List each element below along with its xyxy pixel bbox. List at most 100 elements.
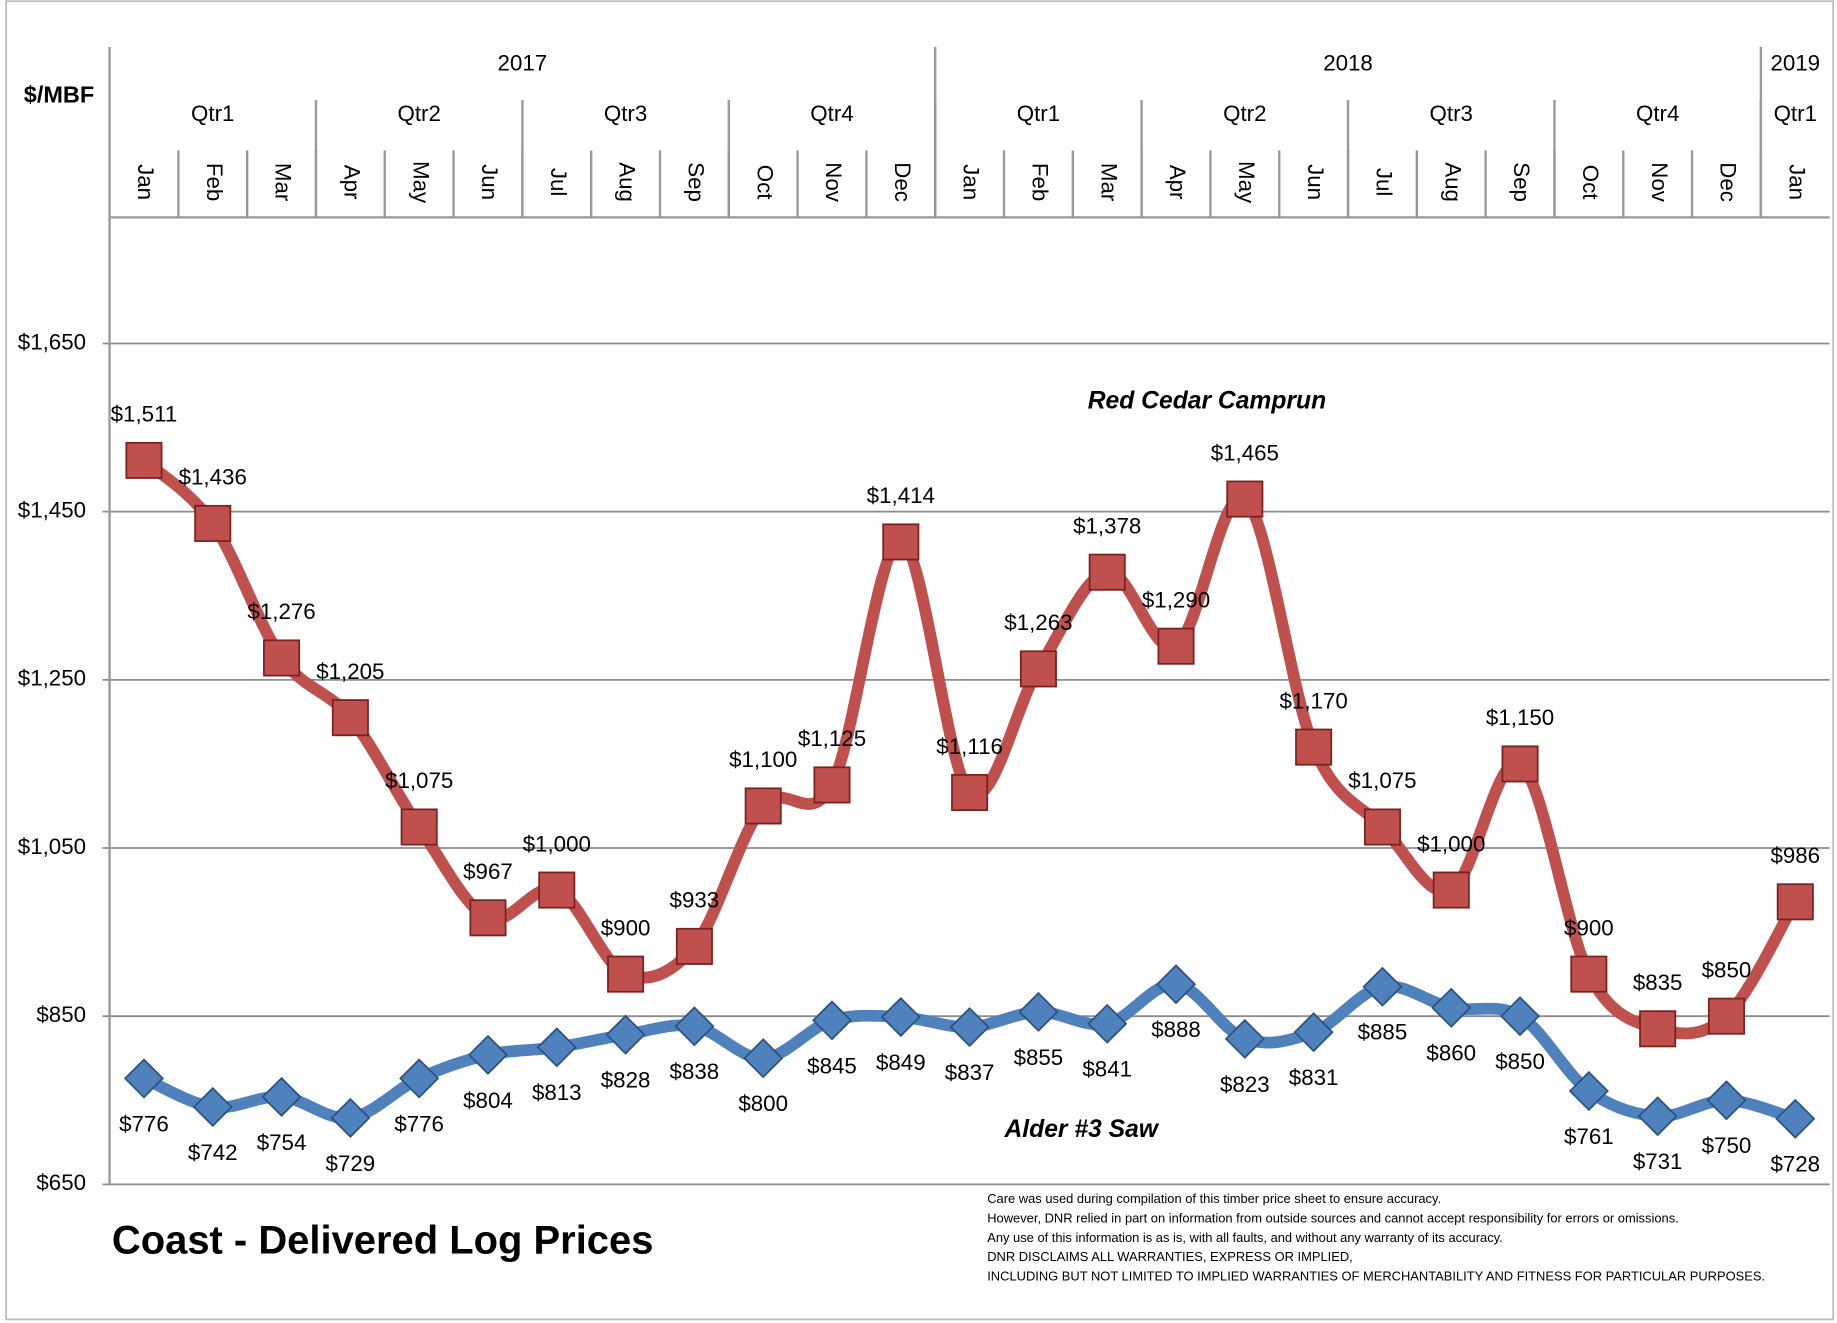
marker (469, 899, 507, 937)
marker (1155, 964, 1197, 1005)
data-label: $1,000 (523, 831, 591, 856)
x-tick-label: Jan (959, 164, 984, 200)
x-tick-label: Oct (752, 165, 777, 201)
data-label: $1,170 (1280, 688, 1348, 713)
data-label: $731 (1633, 1149, 1683, 1174)
data-label: $831 (1289, 1065, 1339, 1090)
marker (1570, 955, 1608, 993)
x-tick-label: Feb (1028, 163, 1053, 201)
marker (1018, 991, 1059, 1033)
marker (674, 1006, 715, 1047)
data-label: $900 (1564, 915, 1614, 940)
x-tick-label: Jun (477, 164, 502, 200)
marker (330, 1097, 371, 1138)
data-label: $1,414 (867, 483, 935, 508)
data-label: $1,436 (179, 465, 247, 490)
disclaimer-line: Care was used during compilation of this… (987, 1191, 1441, 1206)
marker (399, 1058, 440, 1099)
data-label: $900 (601, 915, 651, 940)
data-label: $986 (1770, 843, 1820, 868)
y-tick-label: $1,250 (18, 666, 86, 691)
x-tick-label: Aug (1440, 162, 1465, 202)
data-label: $841 (1082, 1057, 1132, 1082)
marker (744, 787, 782, 825)
marker (467, 1034, 509, 1075)
x-tick-label: Nov (821, 162, 846, 203)
data-label: $776 (119, 1111, 169, 1136)
quarter-label: Qtr1 (191, 101, 234, 126)
y-tick-label: $650 (36, 1170, 86, 1195)
frame (5, 0, 1835, 1321)
quarter-label: Qtr2 (1223, 101, 1266, 126)
data-label: $845 (807, 1053, 857, 1078)
x-tick-label: Jun (1303, 164, 1328, 200)
data-label: $850 (1495, 1049, 1545, 1074)
data-label: $1,263 (1004, 610, 1072, 635)
data-label: $1,116 (936, 734, 1003, 759)
data-label: $750 (1702, 1133, 1752, 1158)
data-label: $813 (532, 1080, 582, 1105)
data-label: $729 (326, 1151, 376, 1176)
marker (125, 441, 163, 479)
y-tick-label: $1,450 (18, 498, 86, 523)
data-label: $761 (1564, 1124, 1614, 1149)
marker (536, 1027, 577, 1068)
marker (882, 523, 920, 561)
x-tick-label: Apr (1165, 165, 1190, 200)
data-label: $823 (1220, 1072, 1270, 1097)
data-label: $1,150 (1486, 705, 1554, 730)
year-label: 2019 (1770, 51, 1820, 76)
marker (1088, 553, 1126, 591)
x-tick-label: Mar (1096, 163, 1121, 202)
marker (1362, 966, 1403, 1007)
data-label: $1,100 (729, 747, 797, 772)
marker (1431, 987, 1472, 1028)
series-name: Red Cedar Camprun (1088, 387, 1326, 414)
data-label: $1,075 (1348, 768, 1416, 793)
marker (949, 1007, 990, 1048)
data-label: $1,075 (385, 768, 453, 793)
marker (1157, 627, 1195, 665)
marker (123, 1058, 164, 1099)
marker (1501, 745, 1539, 783)
marker (880, 996, 921, 1038)
x-tick-label: Jul (1372, 168, 1397, 197)
marker (1295, 728, 1333, 766)
quarter-label: Qtr1 (1017, 101, 1060, 126)
quarter-label: Qtr4 (1636, 101, 1679, 126)
marker (1226, 480, 1264, 518)
marker (194, 504, 232, 542)
marker (331, 699, 369, 737)
quarter-label: Qtr4 (810, 101, 853, 126)
marker (263, 639, 301, 677)
data-label: $1,378 (1073, 513, 1141, 538)
series-name: Alder #3 Saw (1003, 1116, 1159, 1143)
data-label: $967 (463, 859, 513, 884)
marker (1707, 997, 1745, 1035)
data-label: $1,465 (1211, 440, 1279, 465)
data-label: $776 (394, 1111, 444, 1136)
data-label: $860 (1426, 1041, 1476, 1066)
marker (1019, 650, 1057, 688)
marker (743, 1038, 784, 1079)
marker (1432, 871, 1470, 909)
data-label: $1,511 (111, 402, 178, 427)
quarter-label: Qtr1 (1774, 101, 1817, 126)
data-label: $800 (738, 1091, 788, 1116)
marker (607, 955, 645, 993)
marker (1637, 1096, 1678, 1137)
marker (261, 1076, 302, 1117)
x-tick-label: Oct (1578, 165, 1603, 201)
x-tick-label: May (408, 161, 433, 204)
marker (538, 871, 576, 909)
data-label: $835 (1633, 970, 1683, 995)
data-label: $1,290 (1142, 587, 1210, 612)
marker (1500, 996, 1541, 1037)
data-label: $849 (876, 1050, 926, 1075)
data-label: $742 (188, 1140, 238, 1165)
marker (605, 1014, 646, 1055)
x-tick-label: Jan (1784, 164, 1809, 200)
data-label: $728 (1770, 1152, 1820, 1177)
y-axis-label: $/MBF (24, 82, 94, 108)
